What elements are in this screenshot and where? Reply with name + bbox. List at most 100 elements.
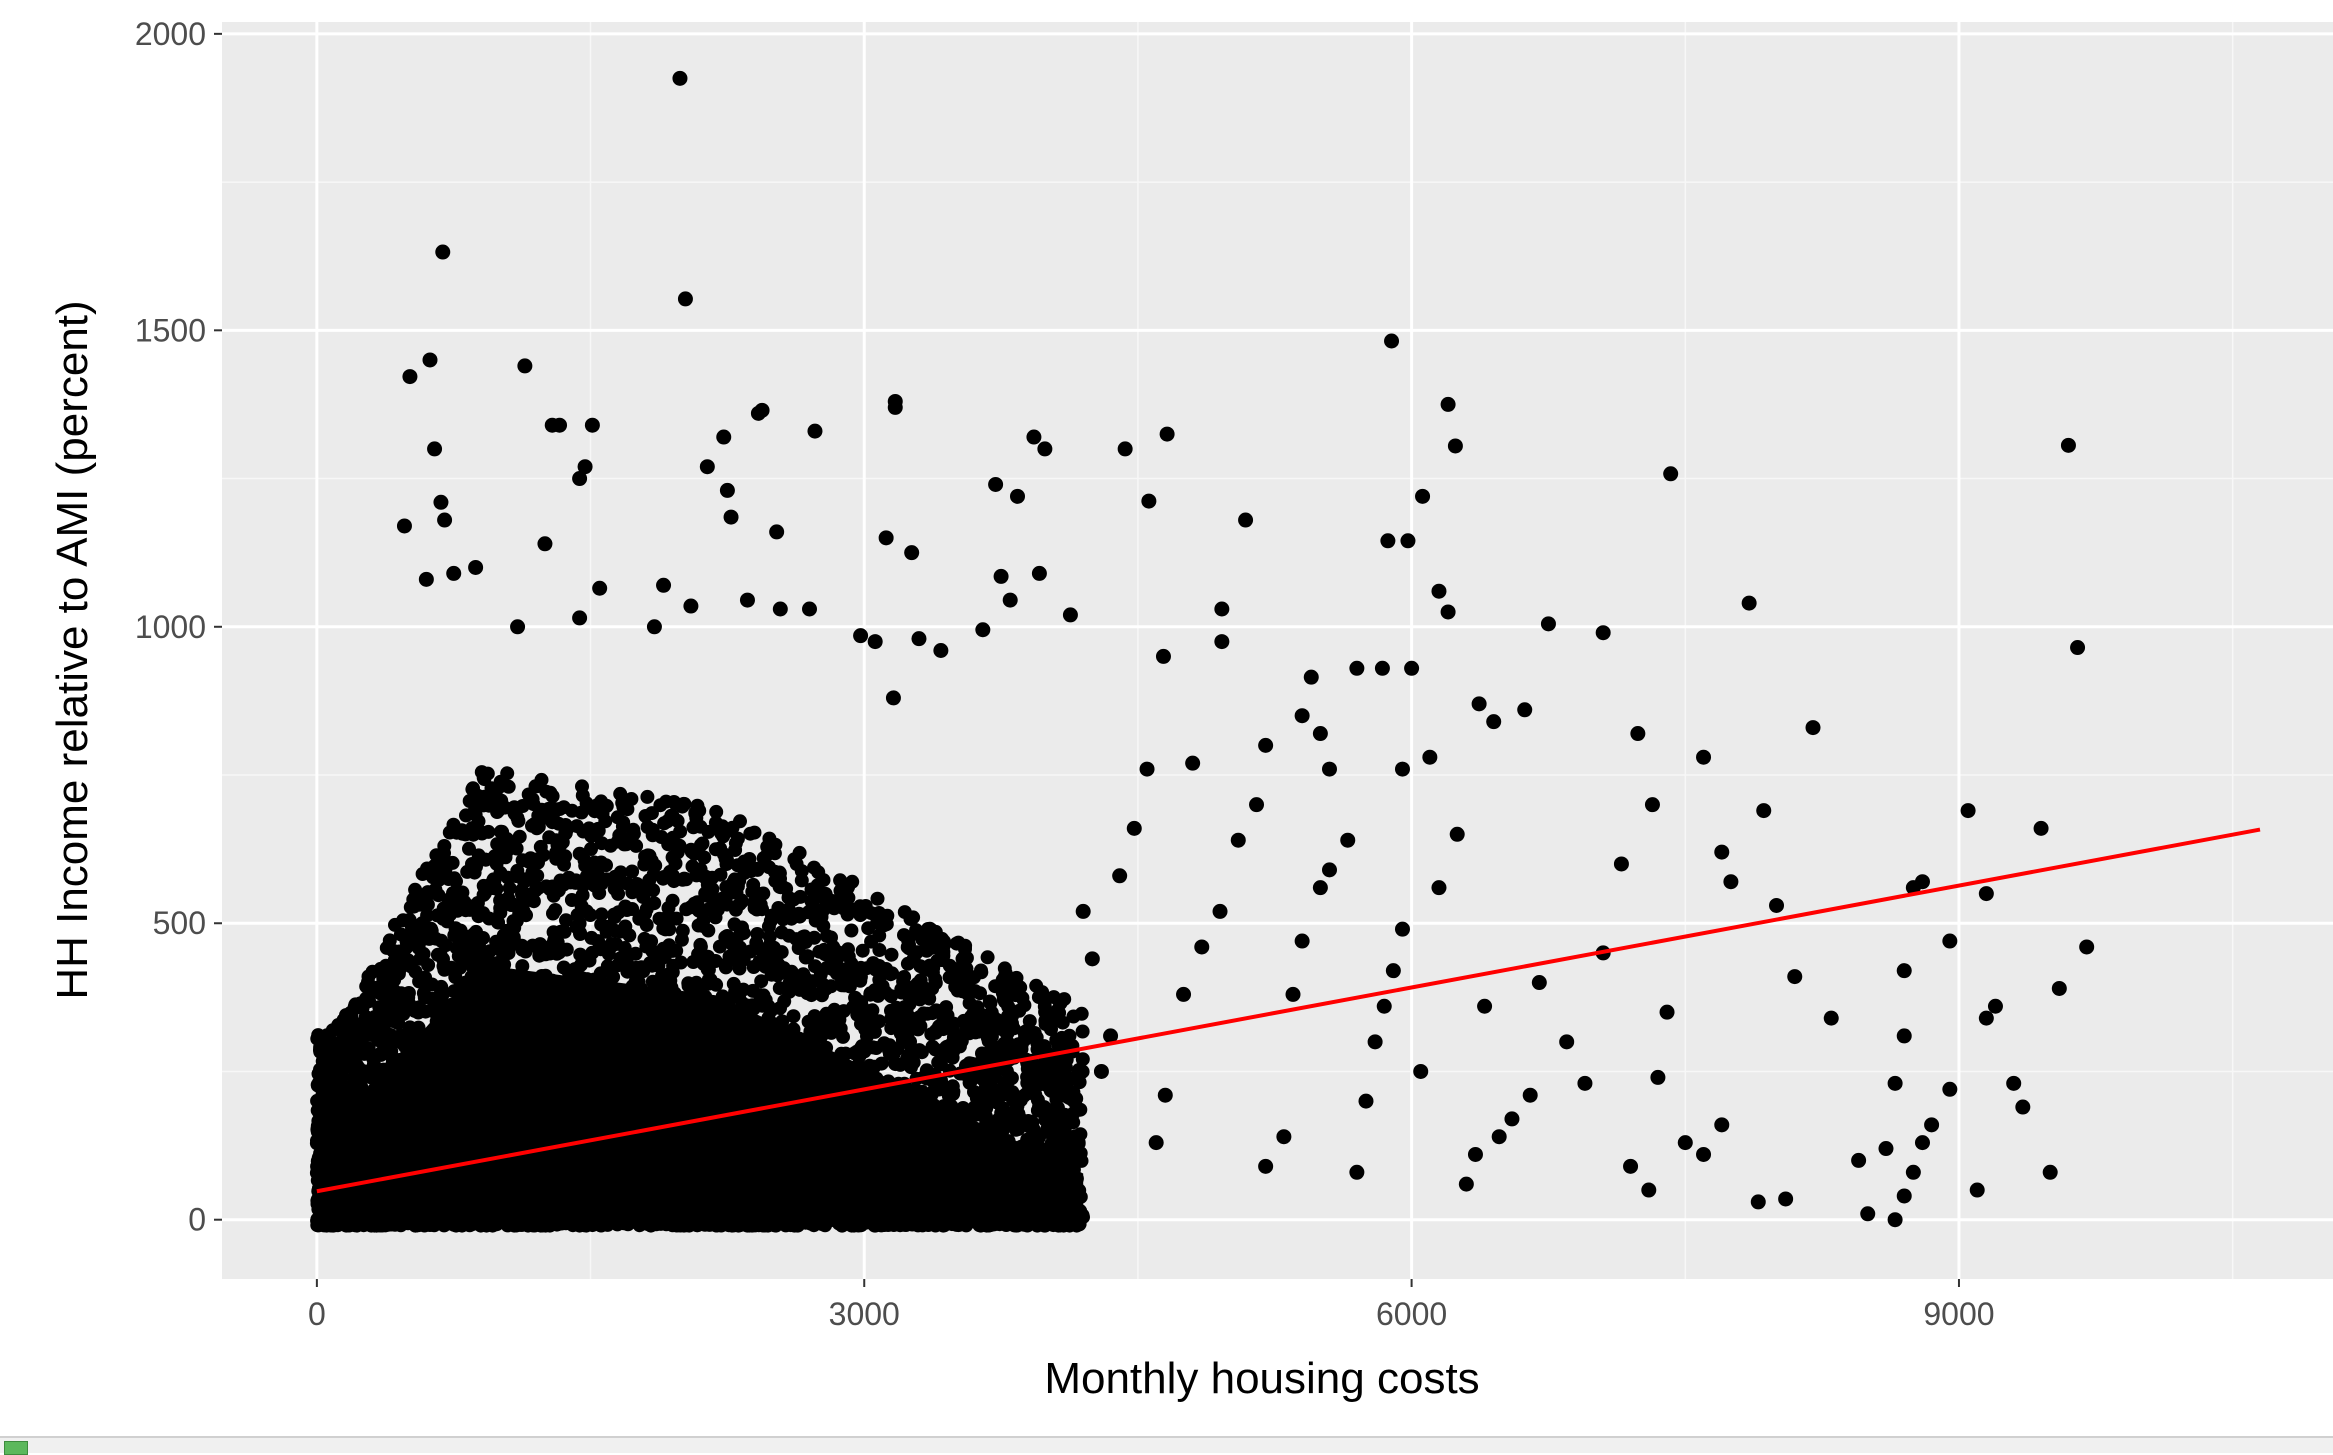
scatter-point	[781, 1119, 795, 1133]
scatter-point	[349, 1046, 363, 1060]
scatter-point	[529, 779, 543, 793]
scatter-point	[847, 1137, 861, 1151]
scatter-point	[463, 794, 477, 808]
scatter-point	[353, 1123, 367, 1137]
scatter-point	[901, 988, 915, 1002]
scatter-point	[1029, 979, 1043, 993]
scatter-point	[433, 989, 447, 1003]
scatter-point	[500, 766, 514, 780]
scatter-point	[662, 970, 676, 984]
scatter-point	[606, 1025, 620, 1039]
scatter-point	[1006, 1093, 1020, 1107]
scatter-point	[581, 1178, 595, 1192]
scatter-point	[608, 870, 622, 884]
scatter-point	[583, 954, 597, 968]
scatter-point	[431, 1022, 445, 1036]
scatter-point	[676, 924, 690, 938]
scatter-point	[539, 947, 553, 961]
scatter-point	[1038, 994, 1052, 1008]
scatter-point	[676, 1032, 690, 1046]
scatter-point	[523, 981, 537, 995]
scatter-point	[867, 1173, 881, 1187]
scatter-point	[897, 928, 911, 942]
scatter-point	[434, 948, 448, 962]
scatter-point	[802, 1015, 816, 1029]
scatter-point	[1031, 1078, 1045, 1092]
scatter-point	[807, 931, 821, 945]
scatter-point	[756, 1053, 770, 1067]
scatter-point	[773, 1139, 787, 1153]
scatter-point	[486, 1031, 500, 1045]
scatter-point	[531, 1157, 545, 1171]
scatter-point	[489, 1055, 503, 1069]
scatter-point	[570, 819, 584, 833]
scatter-point	[815, 1110, 829, 1124]
scatter-point	[759, 1037, 773, 1051]
scatter-point	[591, 1013, 605, 1027]
scatter-point	[808, 906, 822, 920]
scatter-point	[693, 820, 707, 834]
scatter-point	[1075, 1007, 1089, 1021]
scatter-point	[737, 953, 751, 967]
scatter-point	[311, 1028, 325, 1042]
scatter-point	[630, 1063, 644, 1077]
scatter-point	[762, 1023, 776, 1037]
scatter-point	[829, 1124, 843, 1138]
scatter-point	[677, 797, 691, 811]
scatter-point	[779, 1054, 793, 1068]
scatter-point	[919, 1131, 933, 1145]
scatter-point	[863, 1059, 877, 1073]
scatter-point	[632, 912, 646, 926]
scatter-point	[545, 1130, 559, 1144]
scatter-point	[1009, 1123, 1023, 1137]
scatter-point	[362, 970, 376, 984]
scatter-point	[570, 1198, 584, 1212]
scatter-point	[897, 970, 911, 984]
scatter-point	[879, 962, 893, 976]
scatter-point	[499, 850, 513, 864]
scatter-point	[529, 996, 543, 1010]
scatter-point	[572, 918, 586, 932]
scatter-point	[787, 1009, 801, 1023]
scatter-point	[943, 959, 957, 973]
scatter-point	[888, 1056, 902, 1070]
scatter-point	[575, 806, 589, 820]
scatter-point	[908, 1083, 922, 1097]
scatter-point	[515, 959, 529, 973]
scatter-point	[646, 1135, 660, 1149]
scatter-point	[492, 1105, 506, 1119]
scatter-point	[923, 1090, 937, 1104]
scatter-point	[438, 1116, 452, 1130]
scatter-point	[901, 957, 915, 971]
scatter-point	[563, 1091, 577, 1105]
scatter-point	[459, 901, 473, 915]
scatter-point	[519, 945, 533, 959]
scatter-point	[437, 839, 451, 853]
scatter-point	[576, 789, 590, 803]
scatter-point	[871, 892, 885, 906]
scatter-point	[534, 1012, 548, 1026]
scatter-point	[688, 807, 702, 821]
scatter-point	[748, 826, 762, 840]
scatter-point	[464, 1069, 478, 1083]
scatter-point	[337, 1052, 351, 1066]
scatter-point	[362, 994, 376, 1008]
scatter-point	[465, 857, 479, 871]
scatter-point	[625, 865, 639, 879]
scatter-point	[393, 962, 407, 976]
scatter-point	[418, 971, 432, 985]
scatter-point	[911, 1022, 925, 1036]
scatter-point	[821, 892, 835, 906]
scatter-point	[1044, 1151, 1058, 1165]
scatter-point	[817, 943, 831, 957]
scatter-point	[835, 978, 849, 992]
scatter-point	[931, 1055, 945, 1069]
scatter-point	[491, 1165, 505, 1179]
scatter-point	[595, 877, 609, 891]
scatter-point	[453, 995, 467, 1009]
scatter-point	[928, 1042, 942, 1056]
scatter-point	[824, 931, 838, 945]
scatter-point	[675, 1084, 689, 1098]
scatter-point	[557, 1148, 571, 1162]
scatter-point	[573, 847, 587, 861]
